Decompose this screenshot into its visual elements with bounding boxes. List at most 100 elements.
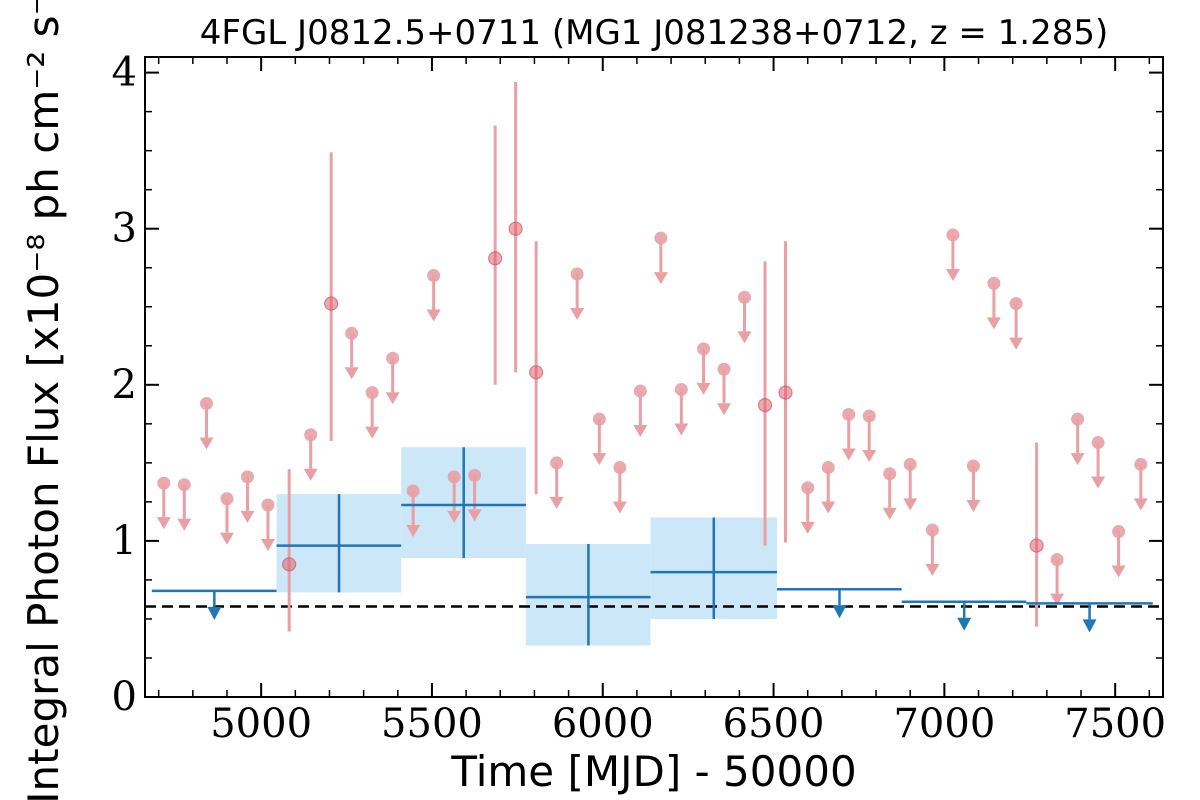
fine-bin-upper-limit-marker xyxy=(240,470,254,484)
fine-bin-upper-limit-marker xyxy=(674,382,688,396)
fine-bin-detection-point xyxy=(508,221,523,236)
x-tick-label: 6500 xyxy=(723,701,825,747)
x-tick-label: 5000 xyxy=(210,701,312,747)
fine-bin-upper-limit-arrow xyxy=(903,498,918,511)
fine-bin-upper-limit-arrow xyxy=(156,517,171,530)
fine-bin-upper-limit-arrow xyxy=(365,426,380,439)
fine-bin-detection-point xyxy=(282,557,297,572)
fine-bin-upper-limit-arrow xyxy=(612,501,627,514)
fine-bin-upper-limit-marker xyxy=(199,397,213,411)
fine-bin-upper-limit-marker xyxy=(261,498,275,512)
fine-bin-upper-limit-arrow xyxy=(467,509,482,522)
fine-bin-upper-limit-marker xyxy=(550,456,564,470)
fine-bin-upper-limit-marker xyxy=(1071,412,1085,426)
fine-bin-upper-limit-marker xyxy=(903,457,917,471)
fine-bin-upper-limit-marker xyxy=(220,492,234,506)
fine-bin-upper-limit-marker xyxy=(1112,525,1126,539)
coarse-bin-upper-limit-arrow xyxy=(832,605,847,619)
fine-bin-upper-limit-arrow xyxy=(653,272,668,285)
fine-bin-upper-limit-arrow xyxy=(1133,498,1148,511)
fine-bin-upper-limit-arrow xyxy=(447,510,462,523)
fine-bin-upper-limit-marker xyxy=(345,326,359,340)
fine-bin-upper-limit-marker xyxy=(386,351,400,365)
x-tick-label: 5500 xyxy=(381,701,483,747)
coarse-bin-upper-limit-arrow xyxy=(207,606,222,620)
fine-bin-upper-limit-arrow xyxy=(240,510,255,523)
fine-bin-upper-limit-arrow xyxy=(406,524,421,537)
fine-bin-upper-limit-marker xyxy=(862,409,876,423)
fine-bin-upper-limit-marker xyxy=(570,267,584,281)
fine-bin-upper-limit-marker xyxy=(157,476,171,490)
fine-bin-upper-limit-arrow xyxy=(177,518,192,531)
y-tick-label: 3 xyxy=(112,206,137,252)
fine-bin-upper-limit-marker xyxy=(801,481,815,495)
y-tick-label: 0 xyxy=(112,674,137,720)
fine-bin-upper-limit-marker xyxy=(1134,457,1148,471)
fine-bin-upper-limit-marker xyxy=(365,386,379,400)
fine-bin-upper-limit-arrow xyxy=(862,450,877,463)
fine-bin-upper-limit-marker xyxy=(427,269,441,283)
fine-bin-upper-limit-arrow xyxy=(570,307,585,320)
fine-bin-upper-limit-marker xyxy=(842,407,856,421)
fine-bin-upper-limit-arrow xyxy=(426,309,441,322)
x-tick-label: 6000 xyxy=(552,701,654,747)
coarse-bin-upper-limit-arrow xyxy=(1082,619,1097,633)
fine-bin-upper-limit-arrow xyxy=(1009,337,1024,350)
y-tick-label: 4 xyxy=(112,50,137,96)
fine-bin-upper-limit-arrow xyxy=(633,425,648,438)
fine-bin-upper-limit-arrow xyxy=(696,382,711,395)
fine-bin-upper-limit-marker xyxy=(697,342,711,356)
fine-bin-upper-limit-arrow xyxy=(674,423,689,436)
fine-bin-upper-limit-marker xyxy=(468,468,482,482)
fine-bin-upper-limit-marker xyxy=(654,231,668,245)
fine-bin-upper-limit-marker xyxy=(613,461,627,475)
fine-bin-detection-point xyxy=(488,251,503,266)
fine-bin-upper-limit-marker xyxy=(966,459,980,473)
fine-bin-upper-limit-arrow xyxy=(219,532,234,545)
fine-bin-upper-limit-marker xyxy=(633,384,647,398)
fine-bin-detection-point xyxy=(757,397,773,413)
fine-bin-upper-limit-marker xyxy=(592,412,606,426)
fine-bin-upper-limit-arrow xyxy=(303,468,318,481)
fine-bin-upper-limit-arrow xyxy=(592,453,607,466)
fine-bin-upper-limit-arrow xyxy=(1070,453,1085,466)
fine-bin-upper-limit-marker xyxy=(925,523,939,537)
fine-bin-upper-limit-arrow xyxy=(199,437,214,450)
fine-bin-upper-limit-marker xyxy=(946,228,960,242)
y-tick-label: 2 xyxy=(112,362,137,408)
fine-bin-upper-limit-marker xyxy=(1091,436,1105,450)
plot-area: 5000 5500 6000 6500 7000 7500 0 1 2 3 4 xyxy=(112,50,1167,747)
fine-bin-upper-limit-arrow xyxy=(986,317,1001,330)
fine-bin-upper-limit-arrow xyxy=(821,501,836,514)
fine-bin-detection-point xyxy=(529,365,544,380)
fine-bin-upper-limit-arrow xyxy=(260,539,275,551)
fine-bin-upper-limit-arrow xyxy=(925,563,940,576)
fine-bin-detection-point xyxy=(324,296,339,311)
fine-bin-upper-limit-marker xyxy=(821,461,835,475)
fine-bin-upper-limit-marker xyxy=(1009,297,1023,311)
fine-bin-upper-limit-marker xyxy=(406,484,420,498)
fine-bin-upper-limit-arrow xyxy=(966,499,981,512)
fine-bin-upper-limit-arrow xyxy=(800,521,815,534)
x-tick-label: 7500 xyxy=(1064,701,1166,747)
fine-bin-upper-limit-marker xyxy=(1050,553,1064,567)
fine-bin-upper-limit-arrow xyxy=(1091,476,1106,489)
fine-bin-detection-point xyxy=(1029,538,1044,553)
x-axis-label: Time [MJD] - 50000 xyxy=(450,747,856,796)
fine-bin-upper-limit-arrow xyxy=(549,496,564,509)
coarse-bin-upper-limit-arrow xyxy=(957,617,972,631)
fine-bin-upper-limit-arrow xyxy=(882,507,897,520)
y-tick-label: 1 xyxy=(112,518,137,564)
fine-bin-upper-limit-marker xyxy=(883,467,897,481)
fine-bin-upper-limit-arrow xyxy=(737,331,752,344)
fine-bin-upper-limit-marker xyxy=(447,470,461,484)
chart-title: 4FGL J0812.5+0711 (MG1 J081238+0712, z =… xyxy=(200,13,1109,53)
fine-bin-upper-limit-arrow xyxy=(1111,565,1126,578)
fine-bin-upper-limit-arrow xyxy=(344,367,359,380)
fine-bin-detection-point xyxy=(778,385,793,400)
fine-bin-upper-limit-marker xyxy=(177,478,191,492)
fine-bin-upper-limit-marker xyxy=(717,362,731,376)
y-axis-label: Integral Photon Flux [x10⁻⁸ ph cm⁻² s⁻¹] xyxy=(19,0,68,800)
plot-frame xyxy=(144,56,1164,698)
